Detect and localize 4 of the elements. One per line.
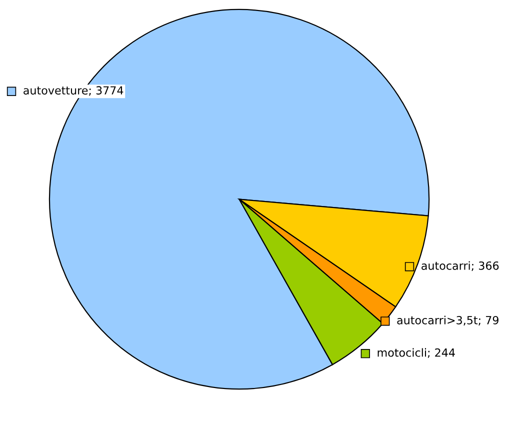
legend-label: autocarri; 366 xyxy=(422,261,499,272)
legend-label: autovetture; 3774 xyxy=(24,86,124,96)
legend-label: autocarri>3,5t; 79 xyxy=(397,316,498,326)
legend-label: motocicli; 244 xyxy=(378,348,455,358)
